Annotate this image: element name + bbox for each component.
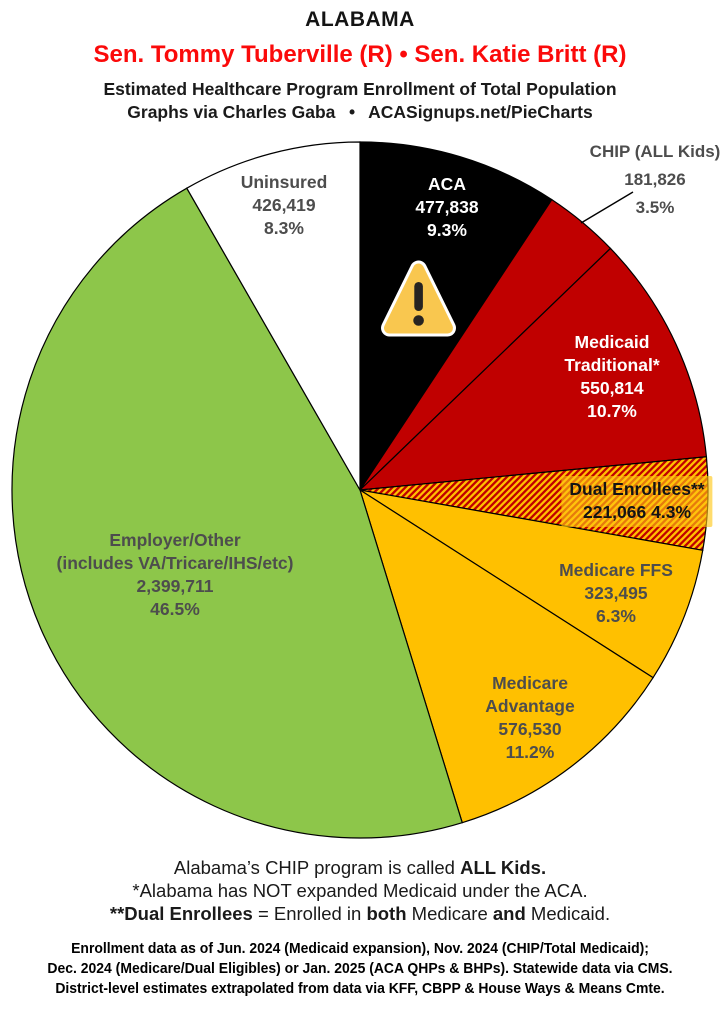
pie-slices xyxy=(11,141,709,839)
pie-slice-employer-other xyxy=(11,187,463,839)
footnotes: Alabama’s CHIP program is called ALL Kid… xyxy=(0,856,720,925)
fine-print-line-2: Dec. 2024 (Medicare/Dual Eligibles) or J… xyxy=(47,960,673,977)
pie-chart-area: ACA 477,838 9.3% CHIP (ALL Kids) 181,826… xyxy=(0,130,720,850)
note-text-bold: **Dual Enrollees xyxy=(109,903,253,924)
note-text-bold: both xyxy=(366,903,407,924)
warning-exclamation-dot xyxy=(413,315,424,326)
note-text: = Enrolled in xyxy=(252,903,367,924)
note-text: Medicare xyxy=(406,903,493,924)
note-text: Alabama’s CHIP program is called xyxy=(173,857,461,878)
warning-icon xyxy=(381,260,456,337)
warning-exclamation-bar xyxy=(414,282,423,311)
state-title: ALABAMA xyxy=(305,8,415,31)
pie-svg xyxy=(11,141,709,839)
senators-line: Sen. Tommy Tuberville (R) • Sen. Katie B… xyxy=(93,41,627,68)
note-medicaid-expansion: *Alabama has NOT expanded Medicaid under… xyxy=(132,880,588,901)
credit-line: Graphs via Charles Gaba • ACASignups.net… xyxy=(127,102,593,122)
fine-print-line-1: Enrollment data as of Jun. 2024 (Medicai… xyxy=(71,940,649,957)
pie-slice-medicare-ffs xyxy=(359,489,704,679)
note-text-bold: ALL Kids. xyxy=(460,857,547,878)
note-text: Medicaid. xyxy=(525,903,611,924)
pie-slice-aca xyxy=(359,141,553,492)
fine-print-line-3: District-level estimates extrapolated fr… xyxy=(55,980,665,997)
pie-slice-uninsured xyxy=(185,141,361,493)
pie-slice-medicaid-traditional xyxy=(358,247,708,491)
note-chip-name: Alabama’s CHIP program is called ALL Kid… xyxy=(0,856,720,879)
pie-slice-medicare-advantage xyxy=(358,488,654,824)
note-text-bold: and xyxy=(492,903,526,924)
chart-subtitle: Estimated Healthcare Program Enrollment … xyxy=(103,79,617,99)
chip-leader-line xyxy=(580,191,634,224)
source-fine-print: Enrollment data as of Jun. 2024 (Medicai… xyxy=(25,939,695,999)
note-dual-definition: **Dual Enrollees = Enrolled in both Medi… xyxy=(0,902,720,925)
